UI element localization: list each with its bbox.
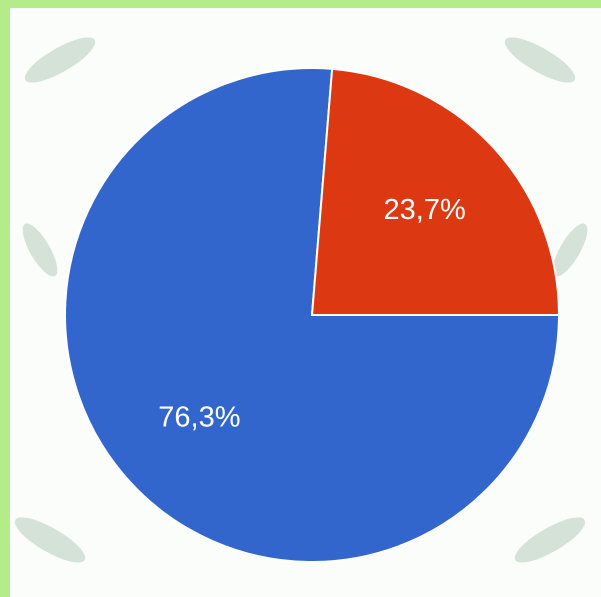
pie-slice xyxy=(310,67,561,316)
slice-label: 23,7% xyxy=(384,194,466,226)
slice-label: 76,3% xyxy=(158,401,240,433)
decoration xyxy=(14,37,588,563)
